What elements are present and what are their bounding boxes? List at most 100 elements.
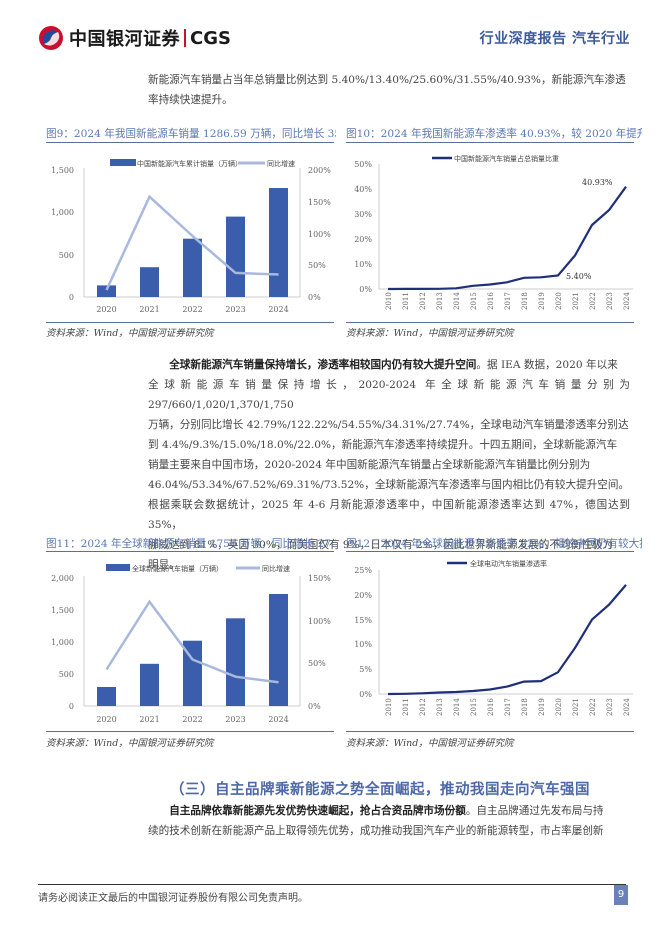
figure-9-chart: 中国新能源汽车累计销量（万辆） 同比增速 1,500 1,000 500 0 2… — [51, 159, 331, 314]
x-axis-labels: 2010 2011 2012 2013 2014 2015 2016 2017 … — [385, 292, 631, 310]
svg-text:500: 500 — [59, 670, 74, 679]
svg-text:2014: 2014 — [453, 698, 461, 716]
svg-text:2021: 2021 — [139, 715, 159, 724]
svg-text:2023: 2023 — [225, 305, 245, 314]
svg-text:2017: 2017 — [504, 292, 512, 310]
bar-2022 — [183, 238, 202, 297]
y-tick: 0 — [69, 293, 74, 302]
svg-text:2019: 2019 — [538, 292, 546, 310]
legend-bar-label: 全球新能源汽车销量（万辆） — [132, 564, 223, 573]
svg-text:2017: 2017 — [504, 698, 512, 716]
svg-text:15%: 15% — [354, 616, 372, 625]
svg-text:10%: 10% — [354, 640, 372, 649]
svg-text:2010: 2010 — [385, 292, 393, 310]
legend-bar-label: 中国新能源汽车累计销量（万辆） — [137, 159, 242, 168]
svg-text:25%: 25% — [354, 566, 372, 575]
figure-10-chart: 中国新能源汽车销量占总销量比重 50% 40% 30% 20% 10% 0% 5… — [354, 154, 633, 310]
legend-bar-swatch — [106, 564, 130, 571]
svg-text:2015: 2015 — [470, 292, 478, 310]
bar-2024 — [269, 594, 288, 706]
svg-text:2024: 2024 — [623, 292, 631, 310]
figure-11-bottom-rule — [46, 731, 334, 732]
annotation-2020: 5.40% — [566, 272, 592, 281]
svg-text:150%: 150% — [308, 574, 331, 583]
section-heading: （三）自主品牌乘新能源之势全面崛起，推动我国走向汽车强国 — [170, 781, 590, 798]
figure-10-title: 图10：2024 年我国新能源车渗透率 40.93%，较 2020 年提升 35… — [346, 128, 642, 140]
figure-9-bottom-rule — [46, 322, 334, 323]
x-axis-labels: 2010 2011 2012 2013 2014 2015 2016 2017 … — [385, 698, 631, 716]
svg-text:10%: 10% — [354, 260, 372, 269]
figure-11-chart: 全球新能源汽车销量（万辆） 同比增速 2,000 1,500 1,000 500… — [51, 564, 331, 724]
svg-text:2,000: 2,000 — [51, 574, 74, 583]
figure-9-title: 图9：2024 年我国新能源车销量 1286.59 万辆，同比增长 35.5% — [46, 128, 336, 140]
svg-text:0: 0 — [69, 702, 74, 711]
global-paragraph-lead: 全球新能源汽车销量保持增长，渗透率相较国内仍有较大提升空间 — [169, 359, 477, 371]
svg-text:2012: 2012 — [419, 698, 427, 716]
figure-12-bottom-rule — [346, 731, 634, 732]
figure-9-rule — [46, 142, 334, 143]
svg-text:5%: 5% — [359, 665, 372, 674]
svg-text:1,000: 1,000 — [51, 638, 74, 647]
legend-bar-swatch — [110, 159, 136, 166]
svg-text:2013: 2013 — [436, 292, 444, 310]
svg-text:40%: 40% — [354, 185, 372, 194]
footer-disclaimer: 请务必阅读正文最后的中国银河证券股份有限公司免责声明。 — [38, 893, 308, 904]
figure-10-rule — [346, 142, 634, 143]
svg-text:2010: 2010 — [385, 698, 393, 716]
svg-text:20%: 20% — [354, 591, 372, 600]
svg-text:2023: 2023 — [225, 715, 245, 724]
figure-12-source: 资料来源：Wind，中国银河证券研究院 — [346, 738, 514, 749]
figure-12-title: 图12：2024 年全球新能源车渗透率 22%，相较中国仍有较大提升空间 — [346, 538, 642, 550]
bar-2023 — [226, 618, 245, 706]
annotation-2024: 40.93% — [582, 178, 613, 187]
svg-text:2016: 2016 — [487, 292, 495, 310]
y2-tick: 150% — [308, 198, 331, 207]
svg-text:2024: 2024 — [268, 715, 288, 724]
section-paragraph: 自主品牌依靠新能源先发优势快速崛起，抢占合资品牌市场份额。自主品牌通过先发布局与… — [148, 805, 604, 837]
bar-2021 — [140, 663, 159, 706]
figure-11-title: 图11：2024 年全球新能源车销量 1750 万辆，同比增长 27.74% — [46, 538, 336, 550]
figure-10-source: 资料来源：Wind，中国银河证券研究院 — [346, 328, 514, 339]
svg-text:2021: 2021 — [572, 698, 580, 716]
svg-text:2019: 2019 — [538, 698, 546, 716]
intro-paragraph: 新能源汽车销量占当年总销量比例达到 5.40%/13.40%/25.60%/31… — [148, 70, 630, 110]
y2-tick: 100% — [308, 230, 331, 239]
yoy-line — [105, 599, 279, 684]
logo-text-cn: 中国银河证券 — [69, 29, 180, 50]
svg-text:2013: 2013 — [436, 698, 444, 716]
bar-2021 — [140, 267, 159, 297]
bar-2020 — [97, 285, 116, 297]
logo-divider — [184, 29, 186, 47]
svg-text:2020: 2020 — [96, 305, 116, 314]
svg-text:0%: 0% — [359, 690, 372, 699]
svg-text:50%: 50% — [308, 659, 326, 668]
svg-text:20%: 20% — [354, 235, 372, 244]
figure-11-rule — [46, 551, 334, 552]
y-tick: 1,500 — [51, 166, 74, 175]
svg-text:2023: 2023 — [606, 698, 614, 716]
svg-text:2021: 2021 — [139, 305, 159, 314]
bar-2023 — [226, 216, 245, 297]
svg-text:100%: 100% — [308, 617, 331, 626]
page-number: 9 — [614, 885, 628, 905]
svg-text:2022: 2022 — [589, 698, 597, 716]
svg-text:2024: 2024 — [268, 305, 288, 314]
svg-text:2011: 2011 — [402, 698, 410, 716]
y-tick: 500 — [59, 251, 74, 260]
figure-12-rule — [346, 551, 634, 552]
global-paragraph: 全球新能源汽车销量保持增长，渗透率相较国内仍有较大提升空间。据 IEA 数据，2… — [148, 359, 630, 571]
yoy-line — [105, 194, 279, 291]
brand-logo: 中国银河证券 CGS — [38, 24, 231, 52]
svg-text:2022: 2022 — [182, 305, 202, 314]
svg-text:2011: 2011 — [402, 292, 410, 310]
svg-text:1,500: 1,500 — [51, 606, 74, 615]
legend-label: 中国新能源汽车销量占总销量比重 — [454, 154, 559, 163]
svg-text:0%: 0% — [359, 285, 372, 294]
svg-text:2020: 2020 — [96, 715, 116, 724]
bar-2020 — [97, 687, 116, 706]
svg-text:2023: 2023 — [606, 292, 614, 310]
footer-rule — [38, 884, 626, 885]
svg-text:50%: 50% — [354, 160, 372, 169]
svg-text:2016: 2016 — [487, 698, 495, 716]
svg-text:2022: 2022 — [589, 292, 597, 310]
